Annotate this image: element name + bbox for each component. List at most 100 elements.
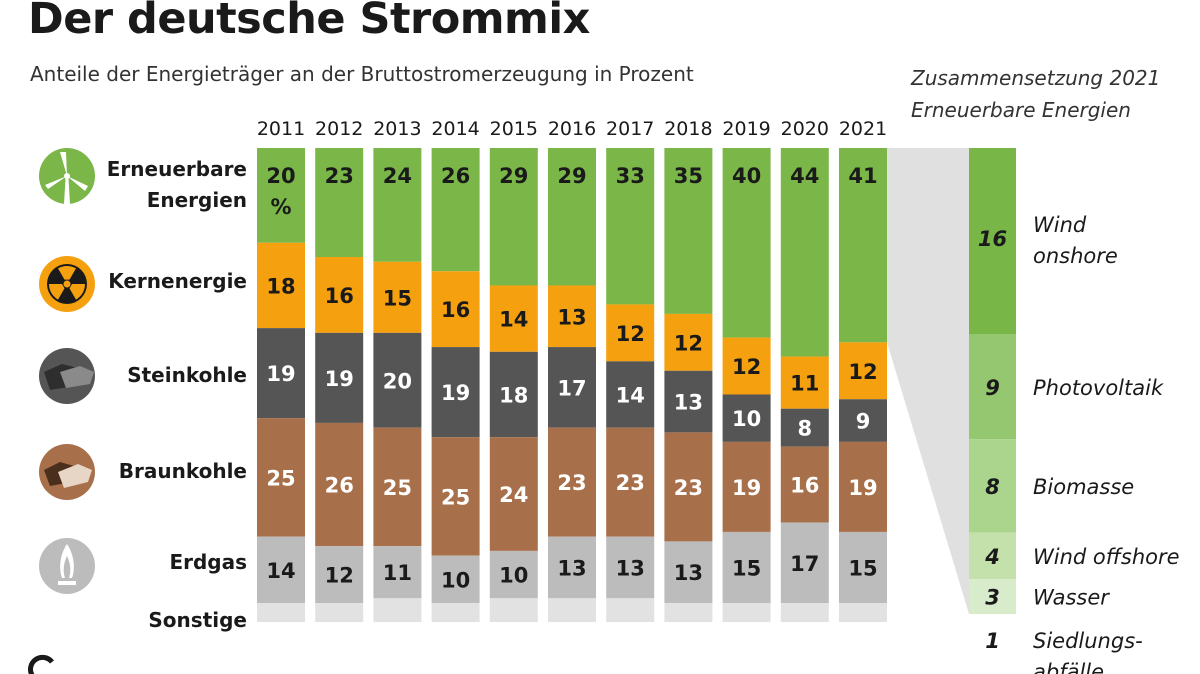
value-unit-label: % [270, 195, 291, 219]
breakdown-value-wind-offshore: 4 [984, 545, 1000, 569]
bar-nuclear-2021 [839, 342, 887, 400]
bar-other-2018 [664, 603, 713, 622]
bar-renewable-2016 [548, 148, 596, 286]
bar-lignite-2017 [606, 427, 655, 537]
value-label-nuclear-2019: 12 [732, 355, 761, 379]
value-label-hard_coal-2012: 19 [325, 367, 354, 391]
bar-gas-2020 [780, 522, 829, 604]
value-label-hard_coal-2020: 8 [797, 417, 812, 441]
bar-renewable-2018 [664, 148, 713, 314]
breakdown-label-siedlungsabfälle-0: Siedlungs- [1033, 629, 1143, 653]
bar-lignite-2014 [431, 437, 480, 556]
bar-nuclear-2012 [315, 257, 364, 333]
category-label-other: Sonstige [148, 608, 247, 632]
bar-renewable-2020 [780, 148, 829, 357]
value-label-lignite-2021: 19 [848, 476, 877, 500]
value-label-gas-2021: 15 [848, 556, 877, 580]
value-label-gas-2018: 13 [674, 561, 703, 585]
bar-renewable-2019 [722, 148, 771, 338]
value-label-renewable-2018: 35 [674, 164, 703, 188]
bar-gas-2015 [489, 550, 538, 599]
value-label-gas-2011: 14 [266, 559, 295, 583]
wind-turbine-icon [39, 148, 95, 204]
bar-other-2013 [373, 598, 422, 622]
bar-lignite-2013 [373, 427, 422, 547]
bar-renewable-2015 [489, 148, 538, 286]
year-label-2021: 2021 [839, 118, 887, 140]
bar-renewable-2013 [373, 148, 422, 262]
value-label-renewable-2015: 29 [499, 164, 528, 188]
bar-renewable-2012 [315, 148, 364, 258]
bar-hard_coal-2017 [606, 361, 655, 428]
bar-gas-2016 [548, 536, 596, 599]
bar-nuclear-2013 [373, 261, 422, 333]
bar-lignite-2015 [489, 437, 538, 551]
value-label-gas-2017: 13 [616, 556, 645, 580]
value-label-gas-2012: 12 [325, 564, 354, 588]
value-label-renewable-2011: 20 [266, 164, 295, 188]
bar-lignite-2011 [257, 418, 305, 537]
bar-other-2016 [548, 598, 596, 622]
value-label-hard_coal-2011: 19 [266, 362, 295, 386]
value-label-nuclear-2021: 12 [848, 360, 877, 384]
bar-hard_coal-2021 [839, 399, 887, 442]
value-label-nuclear-2014: 16 [441, 298, 470, 322]
radiation-blade-1 [69, 284, 86, 300]
bar-other-2014 [431, 603, 480, 622]
category-icons [39, 148, 95, 594]
year-label-2020: 2020 [781, 118, 829, 140]
bar-nuclear-2017 [606, 304, 655, 362]
value-label-lignite-2013: 25 [383, 476, 412, 500]
value-label-lignite-2015: 24 [499, 483, 528, 507]
page-title: Der deutsche Strommix [28, 0, 590, 44]
value-label-lignite-2011: 25 [266, 466, 295, 490]
value-label-nuclear-2011: 18 [266, 274, 295, 298]
bar-other-2021 [839, 603, 887, 622]
bar-gas-2019 [722, 531, 771, 604]
bar-hard_coal-2016 [548, 347, 596, 428]
year-label-2011: 2011 [257, 118, 305, 140]
value-label-lignite-2014: 25 [441, 485, 470, 509]
value-label-lignite-2016: 23 [557, 471, 586, 495]
value-label-hard_coal-2018: 13 [674, 391, 703, 415]
radiation-center [63, 280, 71, 288]
bar-gas-2018 [664, 541, 713, 604]
bar-other-2011 [257, 603, 305, 622]
category-label-gas: Erdgas [169, 550, 247, 574]
year-label-2018: 2018 [664, 118, 712, 140]
value-label-gas-2020: 17 [790, 552, 819, 576]
year-label-2012: 2012 [315, 118, 363, 140]
value-label-nuclear-2018: 12 [674, 331, 703, 355]
main-stacked-bars: 201120%181925142012231619261220132415202… [257, 118, 887, 622]
category-label-renewable-0: Erneuerbare [107, 157, 247, 181]
year-label-2014: 2014 [431, 118, 479, 140]
value-label-hard_coal-2015: 18 [499, 383, 528, 407]
breakdown-label-wind-offshore: Wind offshore [1033, 545, 1180, 569]
value-label-hard_coal-2019: 10 [732, 407, 761, 431]
bar-gas-2017 [606, 536, 655, 599]
bar-renewable-2014 [431, 148, 480, 272]
bar-hard_coal-2019 [722, 394, 771, 442]
bar-nuclear-2019 [722, 337, 771, 395]
radiation-blade-0 [58, 265, 76, 280]
category-labels: Erneuerbare Energien Kernenergie Steinkohle… [107, 157, 247, 632]
bar-hard_coal-2011 [257, 328, 305, 419]
radiation-blade-2 [49, 284, 65, 300]
value-label-lignite-2018: 23 [674, 476, 703, 500]
category-label-renewable-1: Energien [147, 188, 247, 212]
value-label-nuclear-2020: 11 [790, 372, 819, 396]
year-label-2016: 2016 [548, 118, 596, 140]
bar-gas-2013 [373, 546, 422, 599]
bar-nuclear-2016 [548, 285, 596, 348]
side-panel-title-line1: Zusammensetzung 2021 [911, 66, 1161, 90]
value-label-gas-2013: 11 [383, 561, 412, 585]
connector-wedge [887, 148, 969, 614]
bar-nuclear-2018 [664, 313, 713, 371]
value-label-renewable-2021: 41 [848, 164, 877, 188]
category-label-nuclear: Kernenergie [108, 269, 247, 293]
value-label-renewable-2019: 40 [732, 164, 761, 188]
value-label-nuclear-2016: 13 [557, 305, 586, 329]
breakdown-bar-wasser [969, 579, 1016, 614]
bar-hard_coal-2015 [489, 351, 538, 438]
